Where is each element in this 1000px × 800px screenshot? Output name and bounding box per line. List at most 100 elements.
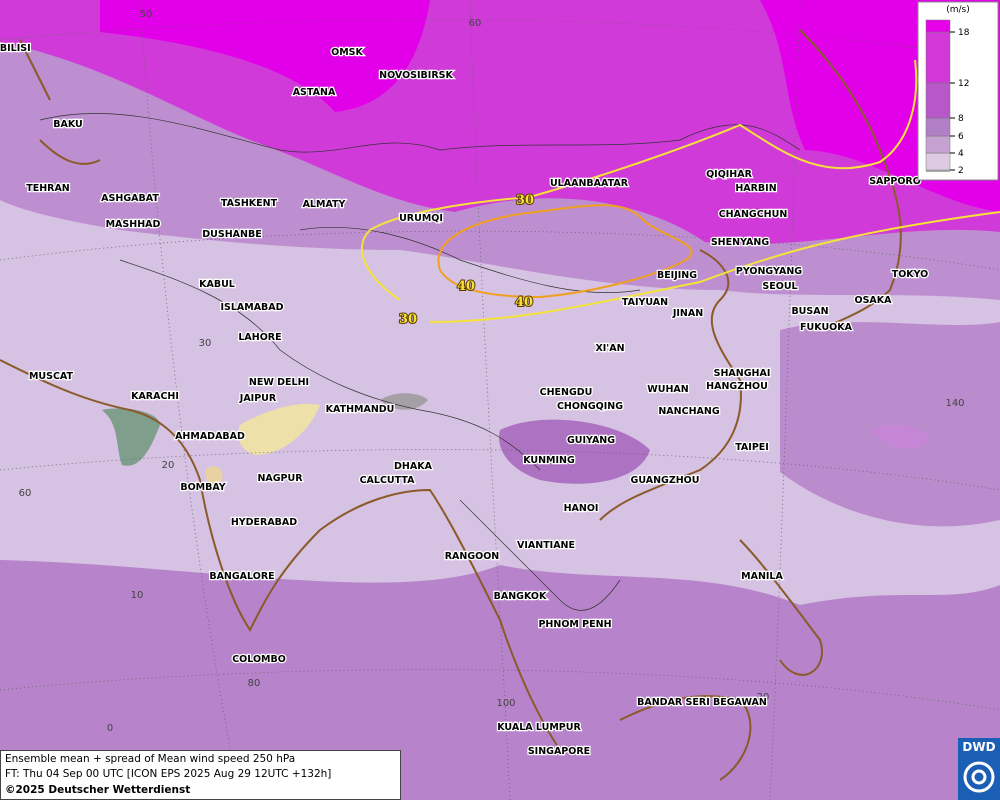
logo: DWD xyxy=(958,738,1000,800)
city-label: SEOUL xyxy=(762,281,797,292)
city-label: BOMBAY xyxy=(180,482,225,493)
legend-segment xyxy=(926,170,950,172)
city-label: JAIPUR xyxy=(239,393,277,404)
grid-label: 50 xyxy=(140,9,153,20)
city-label: CHANGCHUN xyxy=(719,209,788,220)
city-label: TAIPEI xyxy=(735,442,769,453)
city-label: HYDERABAD xyxy=(231,517,297,528)
city-label: CHENGDU xyxy=(540,387,593,398)
legend-label: 2 xyxy=(958,166,964,176)
city-label: RANGOON xyxy=(445,551,500,562)
contour-label: 30 xyxy=(399,312,417,327)
city-label: NOVOSIBIRSK xyxy=(379,70,453,81)
footer-forecast: FT: Thu 04 Sep 00 UTC [ICON EPS 2025 Aug… xyxy=(5,768,331,780)
grid-label: 20 xyxy=(757,692,770,703)
legend-label: 4 xyxy=(958,149,964,159)
city-label: ALMATY xyxy=(303,199,346,210)
city-label: BANGALORE xyxy=(209,571,274,582)
footer-title: Ensemble mean + spread of Mean wind spee… xyxy=(5,753,295,765)
city-label: TBILISI xyxy=(0,43,31,54)
city-label: SAPPORO xyxy=(869,176,921,187)
city-label: URUMQI xyxy=(399,213,443,224)
city-label: KATHMANDU xyxy=(326,404,395,415)
city-label: ISLAMABAD xyxy=(220,302,283,313)
city-label: ULAANBAATAR xyxy=(550,178,629,189)
legend-segment xyxy=(925,31,951,84)
city-label: WUHAN xyxy=(647,384,688,395)
coastlines xyxy=(0,29,902,781)
city-label: KARACHI xyxy=(131,391,179,402)
city-label: NANCHANG xyxy=(658,406,719,417)
legend-segment xyxy=(925,19,951,33)
legend: (m/s) 2 4 6 8 12 18 xyxy=(917,1,999,181)
grid-label: 30 xyxy=(199,338,212,349)
legend-label: 8 xyxy=(958,114,964,124)
legend-bar: 2 4 6 8 12 18 xyxy=(925,19,970,176)
city-label: ASTANA xyxy=(293,87,336,98)
city-label: GUIYANG xyxy=(567,435,615,446)
grid-label: 100 xyxy=(496,698,515,709)
legend-segment xyxy=(925,152,951,171)
city-label: HANGZHOU xyxy=(706,381,768,392)
grid-label: 0 xyxy=(107,723,113,734)
city-label: CHONGQING xyxy=(557,401,623,412)
city-label: FUKUOKA xyxy=(800,322,853,333)
city-labels: TBILISI OMSK NOVOSIBIRSK ASTANA BAKU TEHRAN AS… xyxy=(0,42,930,759)
legend-segment xyxy=(925,135,951,154)
grid-labels: 50 60 30 20 60 10 80 0 100 20 140 xyxy=(19,9,965,734)
contour-label: 40 xyxy=(457,279,475,294)
city-label: BANGKOK xyxy=(494,591,547,602)
contour-labels: 30 40 40 30 xyxy=(398,192,535,328)
city-label: BANDAR SERI BEGAWAN xyxy=(637,697,767,708)
grid-label: 10 xyxy=(131,590,144,601)
city-label: VIANTIANE xyxy=(517,540,575,551)
city-label: HARBIN xyxy=(735,183,776,194)
city-label: OSAKA xyxy=(855,295,893,306)
grid-label: 140 xyxy=(945,398,964,409)
contour-label: 40 xyxy=(515,295,533,310)
city-label: CALCUTTA xyxy=(360,475,416,486)
city-label: BAKU xyxy=(53,119,83,130)
city-label: LAHORE xyxy=(238,332,281,343)
city-label: NEW DELHI xyxy=(249,377,309,388)
city-label: TOKYO xyxy=(892,269,929,280)
city-label: TEHRAN xyxy=(26,183,70,194)
city-label: TASHKENT xyxy=(221,198,278,209)
city-label: MUSCAT xyxy=(29,371,74,382)
city-label: PHNOM PENH xyxy=(538,619,611,630)
city-label: COLOMBO xyxy=(232,654,286,665)
legend-segment xyxy=(925,117,951,137)
footer: Ensemble mean + spread of Mean wind spee… xyxy=(0,750,401,800)
logo-text: DWD xyxy=(962,740,995,754)
grid-label: 60 xyxy=(469,18,482,29)
grid-label: 80 xyxy=(248,678,261,689)
city-label: TAIYUAN xyxy=(622,297,668,308)
legend-label: 18 xyxy=(958,28,970,38)
grid-label: 60 xyxy=(19,488,32,499)
city-label: BEIJING xyxy=(657,270,697,281)
wind-contours xyxy=(360,59,1000,323)
city-label: GUANGZHOU xyxy=(631,475,700,486)
city-label: XI'AN xyxy=(595,343,624,354)
footer-copyright: ©2025 Deutscher Wetterdienst xyxy=(5,784,190,796)
city-label: DUSHANBE xyxy=(202,229,261,240)
city-label: KUALA LUMPUR xyxy=(497,722,581,733)
legend-label: 6 xyxy=(958,132,964,142)
city-label: ASHGABAT xyxy=(101,193,159,204)
contour-label: 30 xyxy=(516,193,534,208)
city-label: MASHHAD xyxy=(106,219,161,230)
city-label: PYONGYANG xyxy=(736,266,802,277)
footer-box xyxy=(0,750,401,800)
city-label: SHANGHAI xyxy=(714,368,771,379)
city-label: DHAKA xyxy=(394,461,433,472)
city-label: MANILA xyxy=(741,571,783,582)
city-label: JINAN xyxy=(672,308,703,319)
city-label: NAGPUR xyxy=(257,473,303,484)
city-label: OMSK xyxy=(331,47,363,58)
city-label: BUSAN xyxy=(791,306,828,317)
city-label: AHMADABAD xyxy=(175,431,245,442)
legend-unit: (m/s) xyxy=(946,5,970,15)
